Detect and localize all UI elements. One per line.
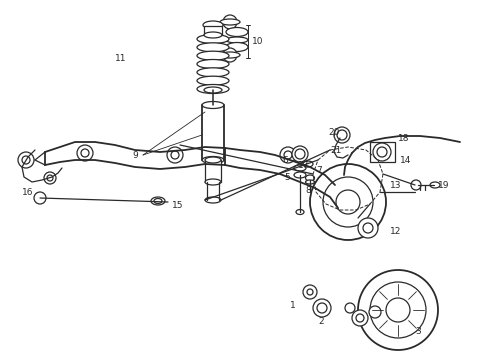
Ellipse shape	[197, 85, 229, 94]
Circle shape	[373, 143, 391, 161]
Text: 17: 17	[298, 161, 310, 170]
Text: 13: 13	[390, 180, 401, 189]
Ellipse shape	[303, 161, 313, 167]
Ellipse shape	[202, 157, 224, 163]
Ellipse shape	[294, 165, 306, 171]
Circle shape	[307, 289, 313, 295]
Ellipse shape	[430, 182, 440, 188]
Text: 14: 14	[400, 156, 412, 165]
Circle shape	[223, 15, 237, 29]
Circle shape	[345, 303, 355, 313]
Circle shape	[336, 190, 360, 214]
Circle shape	[369, 306, 381, 318]
Circle shape	[284, 151, 292, 159]
Bar	[204, 26, 222, 35]
Text: 3: 3	[415, 328, 421, 337]
Text: 20: 20	[328, 127, 340, 136]
Ellipse shape	[197, 59, 229, 68]
Circle shape	[167, 147, 183, 163]
Text: 9: 9	[132, 150, 138, 159]
Ellipse shape	[197, 51, 229, 60]
Ellipse shape	[226, 37, 248, 43]
Circle shape	[47, 175, 53, 181]
Ellipse shape	[197, 35, 229, 44]
Ellipse shape	[305, 175, 315, 181]
Circle shape	[81, 149, 89, 157]
Circle shape	[18, 152, 34, 168]
Circle shape	[223, 48, 237, 62]
Circle shape	[292, 146, 308, 162]
Circle shape	[34, 192, 46, 204]
Circle shape	[370, 282, 426, 338]
Circle shape	[363, 223, 373, 233]
Text: 19: 19	[438, 180, 449, 189]
Text: 8: 8	[305, 185, 311, 194]
Ellipse shape	[204, 87, 222, 93]
Ellipse shape	[154, 198, 162, 203]
Text: 5: 5	[284, 172, 290, 181]
Circle shape	[358, 270, 438, 350]
Ellipse shape	[220, 52, 240, 58]
Text: 15: 15	[172, 201, 183, 210]
Circle shape	[313, 299, 331, 317]
Circle shape	[171, 151, 179, 159]
Text: 2: 2	[318, 318, 323, 327]
Circle shape	[356, 314, 364, 322]
Text: 7: 7	[316, 166, 322, 175]
Circle shape	[386, 298, 410, 322]
Bar	[370, 142, 395, 162]
Ellipse shape	[205, 197, 221, 203]
Circle shape	[334, 127, 350, 143]
Circle shape	[77, 145, 93, 161]
Circle shape	[44, 172, 56, 184]
Circle shape	[337, 130, 347, 140]
Ellipse shape	[151, 197, 165, 205]
Ellipse shape	[226, 42, 248, 51]
Circle shape	[22, 156, 30, 164]
Text: 18: 18	[398, 134, 410, 143]
Text: 12: 12	[390, 228, 401, 237]
Circle shape	[358, 218, 378, 238]
Ellipse shape	[203, 21, 223, 29]
Text: 6: 6	[282, 156, 288, 165]
Ellipse shape	[305, 180, 315, 184]
Ellipse shape	[204, 102, 222, 108]
Text: 11: 11	[115, 54, 126, 63]
Circle shape	[317, 303, 327, 313]
Ellipse shape	[197, 68, 229, 77]
Circle shape	[352, 310, 368, 326]
Circle shape	[295, 149, 305, 159]
Ellipse shape	[226, 27, 248, 36]
Circle shape	[280, 147, 296, 163]
Ellipse shape	[294, 172, 306, 178]
Ellipse shape	[296, 210, 304, 215]
Circle shape	[377, 147, 387, 157]
Ellipse shape	[204, 32, 222, 38]
Text: 10: 10	[252, 36, 264, 45]
Ellipse shape	[202, 102, 224, 108]
Text: 21: 21	[330, 145, 342, 154]
Text: 16: 16	[22, 188, 33, 197]
Ellipse shape	[205, 157, 221, 163]
Ellipse shape	[197, 76, 229, 85]
Ellipse shape	[205, 179, 221, 185]
Bar	[205, 160, 221, 182]
Circle shape	[310, 164, 386, 240]
Ellipse shape	[220, 19, 240, 25]
Circle shape	[303, 285, 317, 299]
Ellipse shape	[197, 43, 229, 52]
Text: 1: 1	[290, 301, 296, 310]
Circle shape	[411, 180, 421, 190]
Circle shape	[323, 177, 373, 227]
